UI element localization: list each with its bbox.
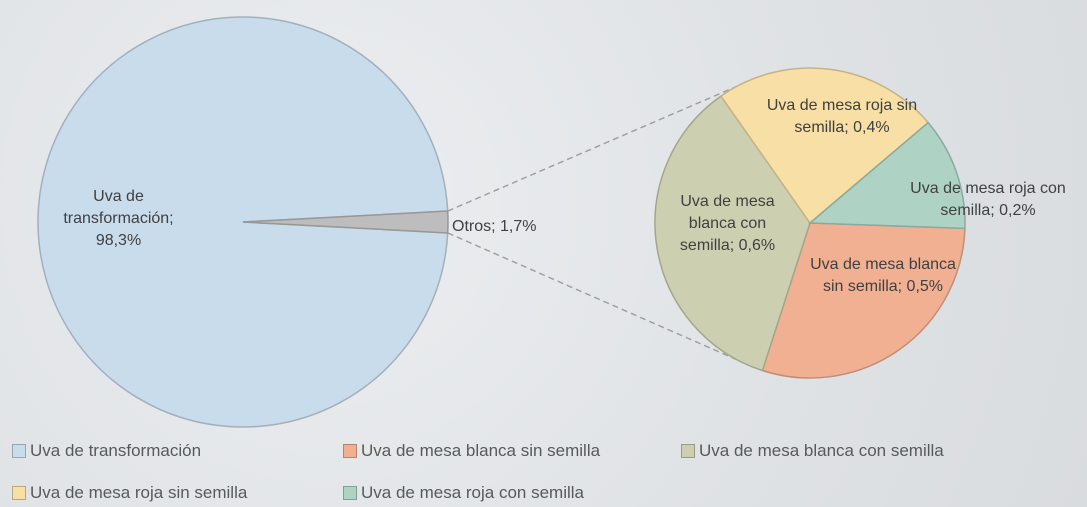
legend-swatch [343, 486, 357, 500]
legend-swatch [681, 444, 695, 458]
legend-swatch [343, 444, 357, 458]
data-label: Uva de mesa roja con semilla; 0,2% [893, 178, 1083, 222]
legend-swatch [12, 444, 26, 458]
data-label: Uva de mesa blanca con semilla; 0,6% [670, 191, 785, 257]
data-label: Otros; 1,7% [452, 216, 652, 238]
legend-label: Uva de mesa roja sin semilla [30, 483, 247, 503]
chart: Uva de transformación; 98,3% Otros; 1,7% U… [0, 0, 1087, 507]
legend-item: Uva de mesa blanca sin semilla [343, 441, 600, 461]
legend-label: Uva de mesa blanca sin semilla [361, 441, 600, 461]
legend-item: Uva de mesa roja sin semilla [12, 483, 247, 503]
data-label: Uva de mesa blanca sin semilla; 0,5% [808, 254, 958, 298]
legend-item: Uva de mesa roja con semilla [343, 483, 584, 503]
legend-swatch [12, 486, 26, 500]
data-label: Uva de mesa roja sin semilla; 0,4% [763, 95, 921, 139]
legend-item: Uva de mesa blanca con semilla [681, 441, 944, 461]
data-label: Uva de transformación; 98,3% [56, 186, 181, 252]
legend-label: Uva de mesa blanca con semilla [699, 441, 944, 461]
legend-label: Uva de mesa roja con semilla [361, 483, 584, 503]
legend-label: Uva de transformación [30, 441, 201, 461]
legend-item: Uva de transformación [12, 441, 201, 461]
